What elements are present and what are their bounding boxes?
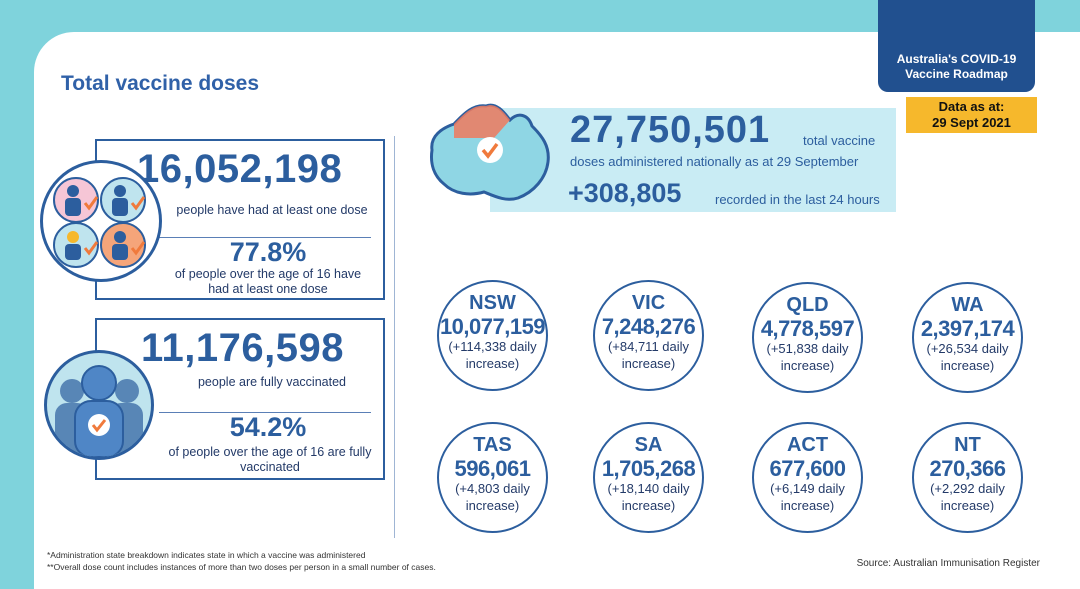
- first-dose-percent: 77.8%: [229, 237, 307, 267]
- state-total: 4,778,597: [760, 316, 855, 341]
- state-increase: (+114,338 daily increase): [439, 338, 546, 372]
- fully-vaccinated-count: 11,176,598: [141, 326, 344, 370]
- state-total: 596,061: [454, 456, 531, 481]
- state-name: NT: [954, 434, 981, 456]
- state-total: 10,077,159: [439, 314, 546, 339]
- state-total: 7,248,276: [601, 314, 696, 339]
- first-dose-box: 16,052,198 people have had at least one …: [95, 139, 385, 300]
- state-increase-line-2: increase): [780, 358, 835, 373]
- state-name: SA: [634, 434, 663, 456]
- state-circle-sa: SA 1,705,268 (+18,140 daily increase): [593, 422, 704, 533]
- footnote-2: **Overall dose count includes instances …: [47, 562, 436, 572]
- state-total: 2,397,174: [920, 316, 1015, 341]
- section-divider: [394, 136, 395, 538]
- first-dose-percent-label: of people over the age of 16 have had at…: [174, 267, 362, 296]
- daily-doses-label: recorded in the last 24 hours: [715, 192, 880, 207]
- state-circle-act: ACT 677,600 (+6,149 daily increase): [752, 422, 863, 533]
- state-increase-line-2: increase): [940, 498, 995, 513]
- total-doses-label-2: doses administered nationally as at 29 S…: [570, 154, 859, 169]
- data-date-label: Data as at:: [938, 99, 1005, 114]
- state-name: ACT: [786, 434, 829, 456]
- state-total: 270,366: [929, 456, 1006, 481]
- state-increase: (+51,838 daily increase): [754, 340, 861, 374]
- roadmap-line-2: Vaccine Roadmap: [905, 67, 1008, 81]
- state-increase-line-1: (+26,534 daily: [926, 341, 1009, 356]
- state-increase: (+84,711 daily increase): [595, 338, 702, 372]
- state-name: NSW: [469, 292, 516, 314]
- state-increase-line-2: increase): [465, 498, 520, 513]
- state-circle-tas: TAS 596,061 (+4,803 daily increase): [437, 422, 548, 533]
- state-increase-line-1: (+4,803 daily: [455, 481, 530, 496]
- crowd-checkmark-icon: [44, 350, 154, 460]
- state-increase-line-2: increase): [780, 498, 835, 513]
- divider: [159, 237, 371, 238]
- state-increase-line-1: (+2,292 daily: [930, 481, 1005, 496]
- state-increase: (+6,149 daily increase): [754, 480, 861, 514]
- state-increase: (+18,140 daily increase): [595, 480, 702, 514]
- state-increase-line-2: increase): [621, 498, 676, 513]
- source-note: Source: Australian Immunisation Register: [856, 558, 1040, 569]
- state-name: TAS: [473, 434, 512, 456]
- data-date-box: Data as at: 29 Sept 2021: [906, 97, 1037, 133]
- state-increase-line-2: increase): [621, 356, 676, 371]
- state-circle-nt: NT 270,366 (+2,292 daily increase): [912, 422, 1023, 533]
- state-circle-nsw: NSW 10,077,159 (+114,338 daily increase): [437, 280, 548, 391]
- state-circle-wa: WA 2,397,174 (+26,534 daily increase): [912, 282, 1023, 393]
- state-increase-line-2: increase): [940, 358, 995, 373]
- daily-doses-count: +308,805: [568, 178, 682, 208]
- roadmap-line-1: Australia's COVID-19: [896, 52, 1017, 66]
- state-increase-line-1: (+18,140 daily: [607, 481, 690, 496]
- australia-map-check-icon: [424, 98, 556, 210]
- total-doses-count: 27,750,501: [570, 109, 771, 151]
- state-increase-line-1: (+84,711 daily: [607, 339, 690, 354]
- fully-vaccinated-percent-label: of people over the age of 16 are fully v…: [168, 445, 372, 474]
- state-name: VIC: [631, 292, 666, 314]
- total-banner: [490, 108, 896, 212]
- total-doses-label-1: total vaccine: [803, 133, 876, 148]
- fully-vaccinated-percent: 54.2%: [229, 412, 307, 442]
- first-dose-label: people have had at least one dose: [176, 203, 368, 217]
- state-increase-line-1: (+6,149 daily: [770, 481, 845, 496]
- footnote-1: *Administration state breakdown indicate…: [47, 550, 366, 560]
- state-increase-line-1: (+51,838 daily: [766, 341, 849, 356]
- divider: [159, 412, 371, 413]
- state-circle-qld: QLD 4,778,597 (+51,838 daily increase): [752, 282, 863, 393]
- roadmap-tab[interactable]: Australia's COVID-19 Vaccine Roadmap: [878, 0, 1035, 92]
- state-increase: (+26,534 daily increase): [914, 340, 1021, 374]
- data-date-value: 29 Sept 2021: [932, 115, 1011, 130]
- state-name: WA: [951, 294, 984, 316]
- fully-vaccinated-label: people are fully vaccinated: [197, 375, 346, 389]
- state-increase-line-1: (+114,338 daily: [448, 339, 537, 354]
- first-dose-count: 16,052,198: [137, 147, 343, 191]
- state-increase-line-2: increase): [465, 356, 520, 371]
- people-checkmark-icon: [40, 160, 162, 282]
- state-increase: (+4,803 daily increase): [439, 480, 546, 514]
- state-total: 1,705,268: [601, 456, 696, 481]
- state-name: QLD: [786, 294, 829, 316]
- state-total: 677,600: [769, 456, 846, 481]
- state-increase: (+2,292 daily increase): [914, 480, 1021, 514]
- state-circle-vic: VIC 7,248,276 (+84,711 daily increase): [593, 280, 704, 391]
- page-title: Total vaccine doses: [61, 72, 260, 95]
